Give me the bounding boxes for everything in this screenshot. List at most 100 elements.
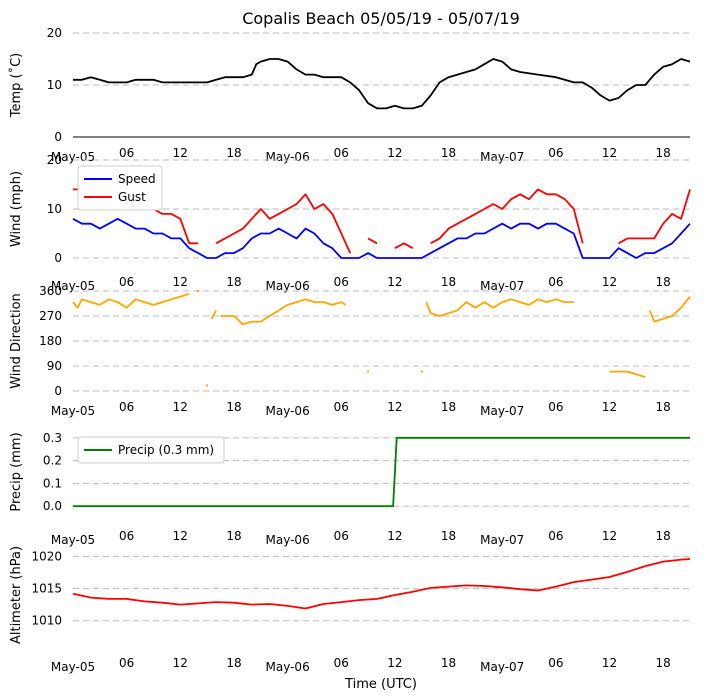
x-tick-label: 12	[173, 146, 188, 160]
x-tick-label: 06	[548, 146, 563, 160]
y-axis-label: Wind Direction	[9, 293, 24, 389]
y-tick-label: 0.3	[43, 431, 62, 445]
y-tick-label: 10	[47, 78, 62, 92]
x-tick-label: 18	[441, 146, 456, 160]
y-tick-label: 10	[47, 202, 62, 216]
panel-wind: 0 10 20 Wind (mph) May-05 06 12 18 May-06 06 12 18 M…	[9, 153, 691, 293]
x-tick-label: 12	[602, 146, 617, 160]
x-tick-label: 18	[441, 656, 456, 670]
series-line	[220, 298, 347, 326]
y-tick-label: 270	[39, 309, 62, 323]
y-axis-label: Precip (mm)	[9, 432, 24, 511]
x-tick-label: May-06	[266, 150, 310, 164]
x-tick-label: 12	[602, 400, 617, 414]
series-line	[73, 436, 690, 508]
data-point	[420, 370, 423, 373]
y-tick-label: 1015	[31, 582, 62, 596]
x-tick-label: May-07	[480, 279, 524, 293]
series-line	[72, 217, 691, 259]
x-tick-label: 06	[334, 275, 349, 289]
y-tick-label: 0	[54, 130, 62, 144]
x-tick-label: 12	[173, 529, 188, 543]
y-tick-label: 0.1	[43, 476, 62, 490]
data-point	[206, 384, 209, 387]
y-tick-label: 90	[47, 359, 62, 373]
x-tick-label: 18	[226, 146, 241, 160]
x-tick-label: 18	[226, 529, 241, 543]
series-line	[73, 58, 691, 110]
series-line	[425, 298, 574, 317]
x-axis-label: Time (UTC)	[344, 677, 417, 692]
x-tick-label: 12	[173, 275, 188, 289]
legend-label: Gust	[118, 190, 146, 204]
x-tick-label: 12	[387, 400, 402, 414]
series-line	[72, 558, 691, 610]
x-tick-label: 06	[119, 275, 134, 289]
x-tick-label: 12	[173, 656, 188, 670]
x-tick-label: May-06	[266, 533, 310, 547]
series-line	[618, 189, 691, 245]
x-tick-label: May-05	[51, 533, 95, 547]
x-tick-label: 06	[548, 529, 563, 543]
x-tick-label: 06	[548, 275, 563, 289]
y-tick-label: 1010	[31, 614, 62, 628]
x-tick-label: May-05	[51, 404, 95, 418]
x-tick-label: May-07	[480, 150, 524, 164]
x-tick-label: 06	[548, 400, 563, 414]
y-tick-label: 20	[47, 153, 62, 167]
x-tick-label: 06	[334, 529, 349, 543]
x-tick-label: 12	[387, 146, 402, 160]
x-tick-label: May-07	[480, 533, 524, 547]
y-tick-label: 360	[39, 284, 62, 298]
x-tick-label: May-05	[51, 660, 95, 674]
x-tick-label: May-07	[480, 404, 524, 418]
x-tick-label: 18	[656, 400, 671, 414]
x-tick-label: 12	[602, 275, 617, 289]
y-tick-label: 1020	[31, 549, 62, 563]
series-line	[72, 292, 190, 309]
series-line	[394, 242, 414, 249]
series-line	[210, 309, 217, 320]
y-tick-label: 0	[54, 251, 62, 265]
series-line	[367, 237, 378, 245]
x-tick-label: May-06	[266, 279, 310, 293]
chart-title: Copalis Beach 05/05/19 - 05/07/19	[242, 9, 520, 28]
x-tick-label: 12	[387, 275, 402, 289]
panel-wind-direction: 0 90 180 270 360 Wind Direction May-05 06 12 18 Ma…	[9, 284, 691, 418]
y-axis-label: Altimeter (hPa)	[9, 546, 24, 644]
y-axis-label: Wind (mph)	[9, 171, 24, 247]
x-tick-label: 06	[119, 146, 134, 160]
data-point	[197, 290, 200, 292]
x-tick-label: 18	[226, 400, 241, 414]
x-tick-label: May-06	[266, 660, 310, 674]
x-tick-label: 18	[226, 275, 241, 289]
x-tick-label: 06	[548, 656, 563, 670]
y-tick-label: 0.0	[43, 499, 62, 513]
x-tick-label: 18	[656, 529, 671, 543]
y-axis-label: Temp (˚C)	[8, 53, 24, 119]
x-tick-label: 18	[441, 400, 456, 414]
x-tick-label: May-06	[266, 404, 310, 418]
x-tick-label: 18	[656, 656, 671, 670]
x-tick-label: May-07	[480, 660, 524, 674]
y-tick-label: 0	[54, 384, 62, 398]
y-tick-label: 0.2	[43, 454, 62, 468]
series-line	[609, 370, 646, 378]
x-tick-label: 06	[334, 400, 349, 414]
x-tick-label: 18	[656, 275, 671, 289]
legend-box	[77, 436, 225, 464]
x-tick-label: 12	[387, 656, 402, 670]
legend-box	[77, 165, 163, 211]
x-tick-label: 12	[602, 529, 617, 543]
legend-label: Precip (0.3 mm)	[118, 443, 214, 457]
x-tick-label: May-05	[51, 279, 95, 293]
legend-label: Speed	[118, 172, 156, 186]
x-tick-label: 12	[387, 529, 402, 543]
y-tick-label: 180	[39, 334, 62, 348]
x-tick-label: 18	[441, 275, 456, 289]
series-line	[648, 296, 691, 323]
x-tick-label: 18	[656, 146, 671, 160]
x-tick-label: 06	[119, 529, 134, 543]
